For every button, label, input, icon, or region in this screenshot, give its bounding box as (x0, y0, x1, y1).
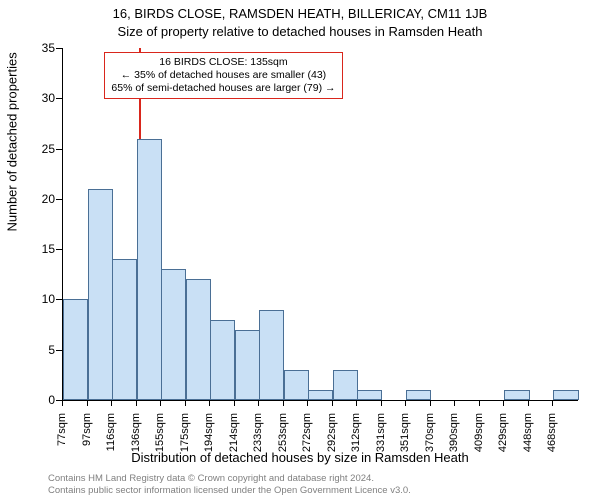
histogram-bar (88, 189, 113, 400)
x-tick-label: 370sqm (424, 413, 436, 463)
x-tick-label: 272sqm (301, 413, 313, 463)
y-tick (56, 199, 62, 200)
x-tick (552, 400, 553, 406)
x-tick-label: 214sqm (228, 413, 240, 463)
x-tick (356, 400, 357, 406)
footer-attribution: Contains HM Land Registry data © Crown c… (48, 473, 411, 496)
histogram-bar (112, 259, 137, 400)
x-tick-label: 429sqm (497, 413, 509, 463)
histogram-bar (210, 320, 235, 400)
chart-container: { "title_main": "16, BIRDS CLOSE, RAMSDE… (0, 0, 600, 500)
x-tick (87, 400, 88, 406)
y-tick-label: 35 (25, 41, 55, 55)
x-tick (111, 400, 112, 406)
x-tick-label: 175sqm (179, 413, 191, 463)
x-tick-label: 155sqm (154, 413, 166, 463)
y-tick (56, 299, 62, 300)
x-tick (258, 400, 259, 406)
x-tick-label: 292sqm (326, 413, 338, 463)
y-tick-label: 5 (25, 343, 55, 357)
x-tick (528, 400, 529, 406)
x-tick (381, 400, 382, 406)
x-tick (405, 400, 406, 406)
histogram-bar (333, 370, 358, 400)
x-tick (62, 400, 63, 406)
annotation-line-3: 65% of semi-detached houses are larger (… (111, 82, 335, 95)
histogram-bar (553, 390, 578, 400)
x-tick-label: 351sqm (399, 413, 411, 463)
histogram-bar (406, 390, 431, 400)
y-tick (56, 249, 62, 250)
x-tick (234, 400, 235, 406)
histogram-bar (186, 279, 211, 400)
footer-line-1: Contains HM Land Registry data © Crown c… (48, 473, 411, 484)
x-tick (136, 400, 137, 406)
y-tick-label: 25 (25, 142, 55, 156)
x-tick-label: 97sqm (81, 413, 93, 463)
x-tick (185, 400, 186, 406)
y-tick-label: 30 (25, 91, 55, 105)
histogram-bar (235, 330, 260, 400)
y-tick (56, 98, 62, 99)
x-tick-label: 253sqm (277, 413, 289, 463)
chart-title-main: 16, BIRDS CLOSE, RAMSDEN HEATH, BILLERIC… (0, 6, 600, 21)
x-tick (209, 400, 210, 406)
histogram-bar (504, 390, 529, 400)
y-tick (56, 48, 62, 49)
histogram-bar (259, 310, 284, 401)
x-tick-label: 77sqm (56, 413, 68, 463)
x-tick (430, 400, 431, 406)
x-tick-label: 390sqm (448, 413, 460, 463)
x-tick-label: 409sqm (473, 413, 485, 463)
y-tick-label: 0 (25, 393, 55, 407)
y-axis-label: Number of detached properties (5, 52, 20, 231)
chart-title-sub: Size of property relative to detached ho… (0, 24, 600, 39)
y-tick-label: 15 (25, 242, 55, 256)
y-tick (56, 350, 62, 351)
x-tick-label: 116sqm (105, 413, 117, 463)
x-tick-label: 312sqm (350, 413, 362, 463)
histogram-bar (161, 269, 186, 400)
annotation-box: 16 BIRDS CLOSE: 135sqm ← 35% of detached… (104, 52, 342, 99)
histogram-bar (284, 370, 309, 400)
annotation-line-2: ← 35% of detached houses are smaller (43… (111, 69, 335, 82)
y-tick-label: 20 (25, 192, 55, 206)
histogram-bar (63, 299, 88, 400)
x-tick (283, 400, 284, 406)
x-tick-label: 136sqm (130, 413, 142, 463)
plot-area: 16 BIRDS CLOSE: 135sqm ← 35% of detached… (62, 48, 578, 401)
x-tick-label: 233sqm (252, 413, 264, 463)
x-tick (332, 400, 333, 406)
footer-line-2: Contains public sector information licen… (48, 485, 411, 496)
x-tick-label: 448sqm (522, 413, 534, 463)
x-tick (160, 400, 161, 406)
histogram-bar (308, 390, 333, 400)
x-tick-label: 194sqm (203, 413, 215, 463)
x-tick-label: 468sqm (546, 413, 558, 463)
x-tick (454, 400, 455, 406)
x-tick (479, 400, 480, 406)
annotation-line-1: 16 BIRDS CLOSE: 135sqm (111, 56, 335, 69)
x-tick (503, 400, 504, 406)
y-tick-label: 10 (25, 292, 55, 306)
histogram-bar (137, 139, 162, 400)
x-tick-label: 331sqm (375, 413, 387, 463)
x-tick (307, 400, 308, 406)
y-tick (56, 149, 62, 150)
histogram-bar (357, 390, 382, 400)
